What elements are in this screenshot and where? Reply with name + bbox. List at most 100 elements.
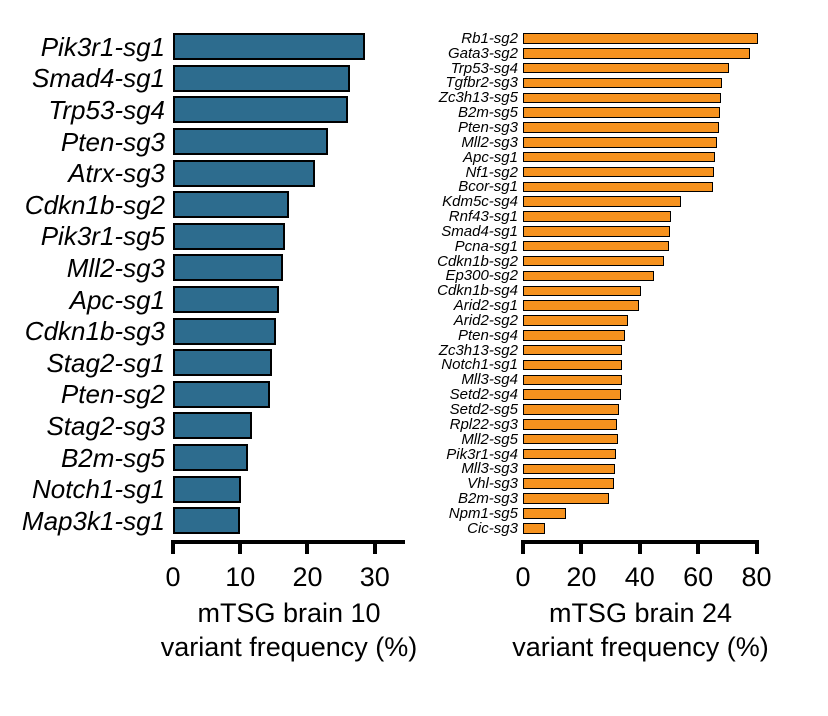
chart-mtsg-brain-10: Pik3r1-sg1 Smad4-sg1 Trp53-sg4 Pten-sg3 Atrx… (0, 31, 417, 662)
bar (523, 419, 617, 430)
bar (523, 404, 619, 415)
bar-row: Pten-sg3 (0, 126, 405, 158)
bar-label: Cic-sg3 (467, 519, 518, 537)
bar-row: Notch1-sg1 (0, 473, 405, 505)
bar-label: B2m-sg5 (60, 442, 165, 473)
axis-tick (754, 540, 759, 554)
bar-row: Setd2-sg5 (420, 402, 758, 417)
axis-title-line2: variant frequency (%) (512, 632, 769, 662)
bar (523, 92, 722, 104)
bar-label: Mll2-sg3 (461, 133, 518, 151)
bar-track (523, 135, 758, 150)
bar-track (523, 387, 758, 402)
bar-row: Pik3r1-sg4 (420, 447, 758, 462)
bar-track (523, 328, 758, 343)
axis-tick-label: 60 (683, 562, 714, 592)
bar (523, 478, 615, 489)
bar-track (173, 94, 405, 126)
bar-track (523, 491, 758, 506)
bar-track (523, 298, 758, 313)
bar-track (523, 224, 758, 239)
bar-label: Mll3-sg4 (461, 371, 518, 389)
axis-tick-label: 20 (292, 562, 323, 592)
axis-title: mTSG brain 24 variant frequency (%) (481, 596, 801, 664)
bar (523, 240, 669, 252)
bar (523, 344, 622, 356)
bar (173, 380, 270, 408)
bar-track (523, 372, 758, 387)
bar-label: Pten-sg3 (457, 118, 518, 136)
bar (173, 128, 329, 156)
bar-track (523, 313, 758, 328)
bar-label: Pik3r1-sg1 (40, 31, 165, 62)
bar-row: Setd2-sg4 (420, 387, 758, 402)
bar (173, 96, 349, 124)
bar (523, 137, 717, 148)
bar (523, 33, 758, 44)
bar-label: Pten-sg2 (60, 379, 165, 410)
bar (523, 166, 714, 178)
bar-row: Atrx-sg3 (0, 157, 405, 189)
bar-track (523, 165, 758, 180)
bar-label: Atrx-sg3 (68, 158, 165, 189)
bar (523, 107, 720, 118)
bar-row: Cdkn1b-sg2 (420, 254, 758, 269)
bar-row: Smad4-sg1 (420, 224, 758, 239)
bar-label: Pten-sg4 (457, 326, 518, 344)
bar-label: Stag2-sg1 (46, 347, 165, 378)
bar-label: Trp53-sg4 (450, 59, 518, 77)
bar-row: Nf1-sg2 (420, 165, 758, 180)
axis-title-line1: mTSG brain 10 (197, 598, 381, 628)
bar-track (523, 269, 758, 284)
bar-track (173, 284, 405, 316)
bar-track (173, 252, 405, 284)
bar (523, 330, 625, 341)
bar-track (173, 157, 405, 189)
bar-label: Cdkn1b-sg2 (24, 189, 165, 220)
bar-label: B2m-sg5 (457, 104, 518, 122)
bar (523, 508, 566, 519)
bar-label: Mll2-sg5 (461, 430, 518, 448)
bar-track (523, 239, 758, 254)
bar-label: Pten-sg3 (60, 126, 165, 157)
bar (523, 448, 616, 460)
bar (523, 255, 664, 267)
axis-tick (171, 540, 175, 554)
bar (523, 433, 618, 445)
bar-track (173, 347, 405, 379)
bar-label: Setd2-sg4 (449, 386, 518, 404)
bar-label: Bcor-sg1 (458, 178, 518, 196)
bar-label: Zc3h13-sg5 (438, 89, 518, 107)
bar-label: Map3k1-sg1 (21, 505, 165, 536)
bar (173, 222, 286, 250)
axis-tick (521, 540, 525, 554)
x-axis: 0 10 20 30 (165, 540, 405, 600)
bar-track (523, 76, 758, 91)
bar-label: Mll2-sg3 (66, 252, 165, 283)
bar-row: B2m-sg3 (420, 491, 758, 506)
bar-row: Mll3-sg4 (420, 372, 758, 387)
axis-title: mTSG brain 10 variant frequency (%) (129, 596, 449, 664)
bar-row: Notch1-sg1 (420, 357, 758, 372)
bar-track (523, 209, 758, 224)
bar-row: Mll2-sg3 (420, 135, 758, 150)
bar-label: Apc-sg1 (462, 148, 518, 166)
bar-row: Mll2-sg5 (420, 432, 758, 447)
bar-track (173, 442, 405, 474)
bar-track (523, 254, 758, 269)
axis-tick-label: 40 (624, 562, 655, 592)
bar-label: Ep300-sg2 (445, 267, 518, 285)
bar-row: Cdkn1b-sg4 (420, 283, 758, 298)
bar-label: Notch1-sg1 (32, 474, 165, 505)
bar-label: Pcna-sg1 (454, 237, 518, 255)
bar-track (523, 476, 758, 491)
bar-row: Tgfbr2-sg3 (420, 75, 758, 91)
axis-tick (579, 540, 584, 554)
bar (173, 159, 315, 187)
bar (173, 444, 248, 472)
axis-title-line2: variant frequency (%) (160, 632, 418, 662)
bar-row: Map3k1-sg1 (0, 505, 405, 537)
bar-label: Cdkn1b-sg3 (24, 316, 165, 347)
bar-rows: Pik3r1-sg1 Smad4-sg1 Trp53-sg4 Pten-sg3 Atrx… (0, 31, 405, 537)
